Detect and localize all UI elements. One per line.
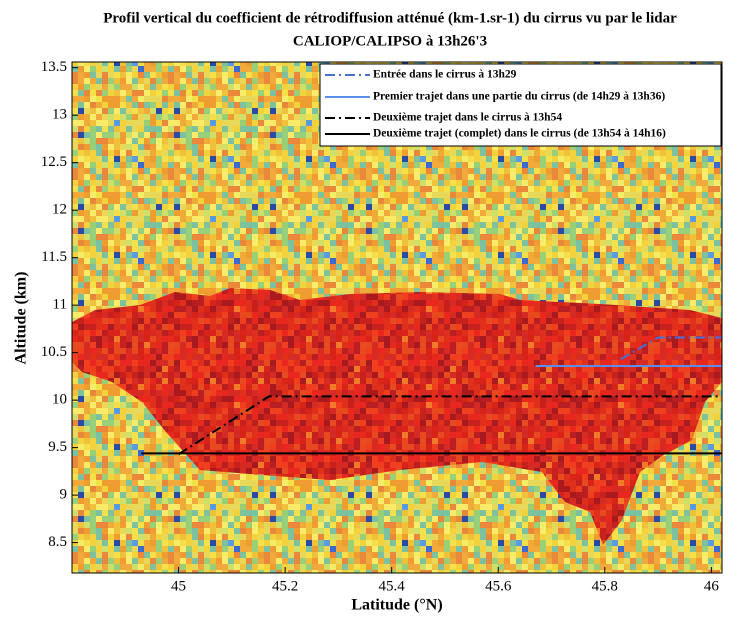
y-tick-label: 9.5 (48, 439, 67, 455)
y-tick-label: 10 (52, 392, 67, 408)
x-tick-label: 46 (704, 578, 720, 594)
legend-box (319, 63, 722, 147)
y-tick-label: 12 (52, 202, 67, 218)
x-tick-label: 45.4 (379, 578, 406, 594)
x-tick-label: 45.6 (485, 578, 512, 594)
legend-label: Entrée dans le cirrus à 13h29 (373, 69, 517, 81)
legend-label: Deuxième trajet dans le cirrus à 13h54 (373, 112, 562, 124)
y-tick-label: 12.5 (41, 154, 67, 170)
y-tick-label: 11.5 (41, 249, 67, 265)
y-tick-label: 8.5 (48, 534, 67, 550)
y-tick-label: 10.5 (41, 344, 67, 360)
x-tick-label: 45.2 (272, 578, 298, 594)
chart-title: CALIOP/CALIPSO à 13h26'3 (293, 33, 487, 49)
y-tick-label: 11 (53, 297, 67, 313)
y-tick-label: 13.5 (41, 59, 67, 75)
x-tick-label: 45 (171, 578, 186, 594)
legend-label: Premier trajet dans une partie du cirrus… (373, 91, 665, 103)
chart-title: Profil vertical du coefficient de rétrod… (103, 10, 677, 26)
y-tick-label: 13 (52, 107, 67, 123)
x-axis-label: Latitude (°N) (351, 597, 442, 614)
y-tick-label: 9 (60, 487, 68, 503)
series-line (620, 336, 722, 361)
legend-label: Deuxième trajet (complet) dans le cirrus… (373, 128, 666, 140)
cirrus-cloud (72, 288, 722, 545)
plot-frame (71, 61, 723, 574)
y-axis-label: Altitude (km) (13, 272, 30, 365)
x-tick-label: 45.8 (592, 578, 618, 594)
series-line (178, 395, 722, 456)
